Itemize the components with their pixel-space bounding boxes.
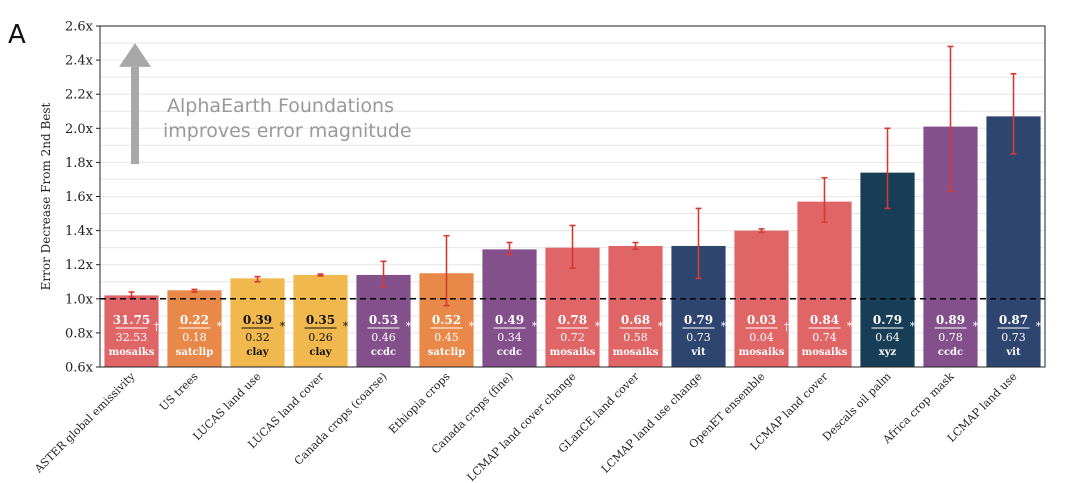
- bar-value-second: 0.26: [308, 331, 333, 344]
- bar-value-second: 0.46: [371, 331, 396, 344]
- bar-model-name: ccdc: [497, 347, 522, 358]
- bar-model-name: mosaiks: [550, 347, 596, 358]
- bar-significance-mark: *: [658, 320, 664, 333]
- category-label: LCMAP land use change: [599, 370, 705, 476]
- bar-value-afm: 0.79: [684, 313, 713, 327]
- category-label: Ethiopia crops: [386, 370, 453, 437]
- bar-model-name: ccdc: [371, 347, 396, 358]
- bar-significance-mark: *: [1036, 320, 1042, 333]
- bar-model-name: vit: [690, 347, 706, 358]
- bar-value-afm: 0.03: [747, 313, 776, 327]
- annotation-line2: improves error magnitude: [163, 120, 412, 142]
- y-tick-label: 1.0x: [65, 292, 94, 307]
- y-tick-label: 0.8x: [65, 326, 94, 341]
- y-tick-label: 1.8x: [65, 156, 94, 171]
- bar-significance-mark: †: [154, 320, 160, 333]
- bar-value-second: 0.78: [938, 331, 963, 344]
- y-tick-label: 2.6x: [65, 20, 94, 35]
- bar-model-name: mosaiks: [739, 347, 785, 358]
- bar-value-afm: 31.75: [113, 313, 151, 327]
- bar-model-name: satclip: [176, 347, 213, 358]
- bar-model-name: mosaiks: [802, 347, 848, 358]
- bar-significance-mark: *: [595, 320, 601, 333]
- bar: [293, 274, 348, 367]
- axis-layer: 0.6x 0.8x 1.0x 1.2x 1.4x 1.6x 1.8x 2.0x 2.2x 2.4x…: [39, 20, 1046, 376]
- y-tick-label: 1.6x: [65, 190, 94, 205]
- bar-value-second: 0.73: [686, 331, 711, 344]
- bar-value-second: 0.32: [245, 331, 270, 344]
- bar-model-name: vit: [1005, 347, 1021, 358]
- bar-significance-mark: *: [280, 320, 286, 333]
- bar: [356, 274, 411, 367]
- bar-significance-mark: *: [532, 320, 538, 333]
- bar-significance-mark: †: [784, 320, 790, 333]
- bar-model-name: clay: [246, 347, 269, 358]
- bar-value-second: 0.45: [434, 331, 459, 344]
- bar-value-afm: 0.78: [558, 313, 587, 327]
- y-tick-label: 0.6x: [65, 361, 94, 376]
- bar-model-name: xyz: [879, 347, 897, 358]
- bar-value-second: 0.73: [1001, 331, 1026, 344]
- category-label: LCMAP land use: [945, 370, 1020, 445]
- bar-value-second: 0.04: [749, 331, 774, 344]
- bar-model-name: mosaiks: [109, 347, 155, 358]
- bar: [167, 290, 222, 367]
- y-tick-label: 2.0x: [65, 122, 94, 137]
- bar: [797, 201, 852, 367]
- bar-value-afm: 0.87: [999, 313, 1028, 327]
- bar-value-afm: 0.84: [810, 313, 839, 327]
- annotation-layer: AlphaEarth Foundations improves error mag…: [119, 43, 412, 165]
- bar-value-second: 0.34: [497, 331, 522, 344]
- bar-value-second: 0.74: [812, 331, 837, 344]
- bar: [986, 116, 1041, 368]
- bar-value-second: 0.64: [875, 331, 900, 344]
- bar-significance-mark: *: [721, 320, 727, 333]
- bar-model-name: satclip: [428, 347, 465, 358]
- category-label: US trees: [157, 370, 201, 414]
- bar: [608, 245, 663, 367]
- annotation-arrow-shaft: [131, 66, 139, 165]
- bar-value-afm: 0.35: [306, 313, 335, 327]
- y-tick-label: 1.2x: [65, 258, 94, 273]
- annotation-line1: AlphaEarth Foundations: [167, 95, 394, 117]
- bar-value-afm: 0.22: [180, 313, 209, 327]
- bar-significance-mark: *: [973, 320, 979, 333]
- bar-value-second: 0.72: [560, 331, 585, 344]
- bar-value-afm: 0.89: [936, 313, 965, 327]
- category-label: LUCAS land use: [191, 370, 264, 443]
- bar-model-name: mosaiks: [613, 347, 659, 358]
- bar-significance-mark: *: [910, 320, 916, 333]
- bar: [104, 295, 159, 367]
- bar-significance-mark: *: [217, 320, 223, 333]
- bar-value-afm: 0.79: [873, 313, 902, 327]
- bar-significance-mark: *: [406, 320, 412, 333]
- category-label: ASTER global emissivity: [32, 369, 139, 476]
- bar-value-afm: 0.52: [432, 313, 461, 327]
- bar-significance-mark: *: [847, 320, 853, 333]
- bar-value-afm: 0.49: [495, 313, 524, 327]
- y-tick-label: 2.2x: [65, 88, 94, 103]
- bar-value-second: 32.53: [116, 331, 148, 344]
- bar-value-afm: 0.53: [369, 313, 398, 327]
- y-tick-label: 2.4x: [65, 54, 94, 69]
- bar-model-name: ccdc: [938, 347, 963, 358]
- bar-value-second: 0.18: [182, 331, 207, 344]
- bar-significance-mark: *: [343, 320, 349, 333]
- bar-value-afm: 0.39: [243, 313, 272, 327]
- panel-letter: A: [8, 20, 26, 50]
- y-axis-label: Error Decrease From 2nd Best: [39, 102, 53, 290]
- bar-significance-mark: *: [469, 320, 475, 333]
- annotation-arrow-head: [119, 43, 151, 67]
- bar-value-afm: 0.68: [621, 313, 650, 327]
- label-layer: 31.75 32.53 mosaiks † ASTER global emissivit…: [32, 313, 1042, 483]
- bar: [482, 249, 537, 367]
- bar-value-second: 0.58: [623, 331, 648, 344]
- category-label: LCMAP land cover change: [465, 370, 579, 483]
- bar-model-name: clay: [309, 347, 332, 358]
- y-tick-label: 1.4x: [65, 224, 94, 239]
- category-label: Descals oil palm: [820, 370, 894, 444]
- bar: [230, 278, 285, 367]
